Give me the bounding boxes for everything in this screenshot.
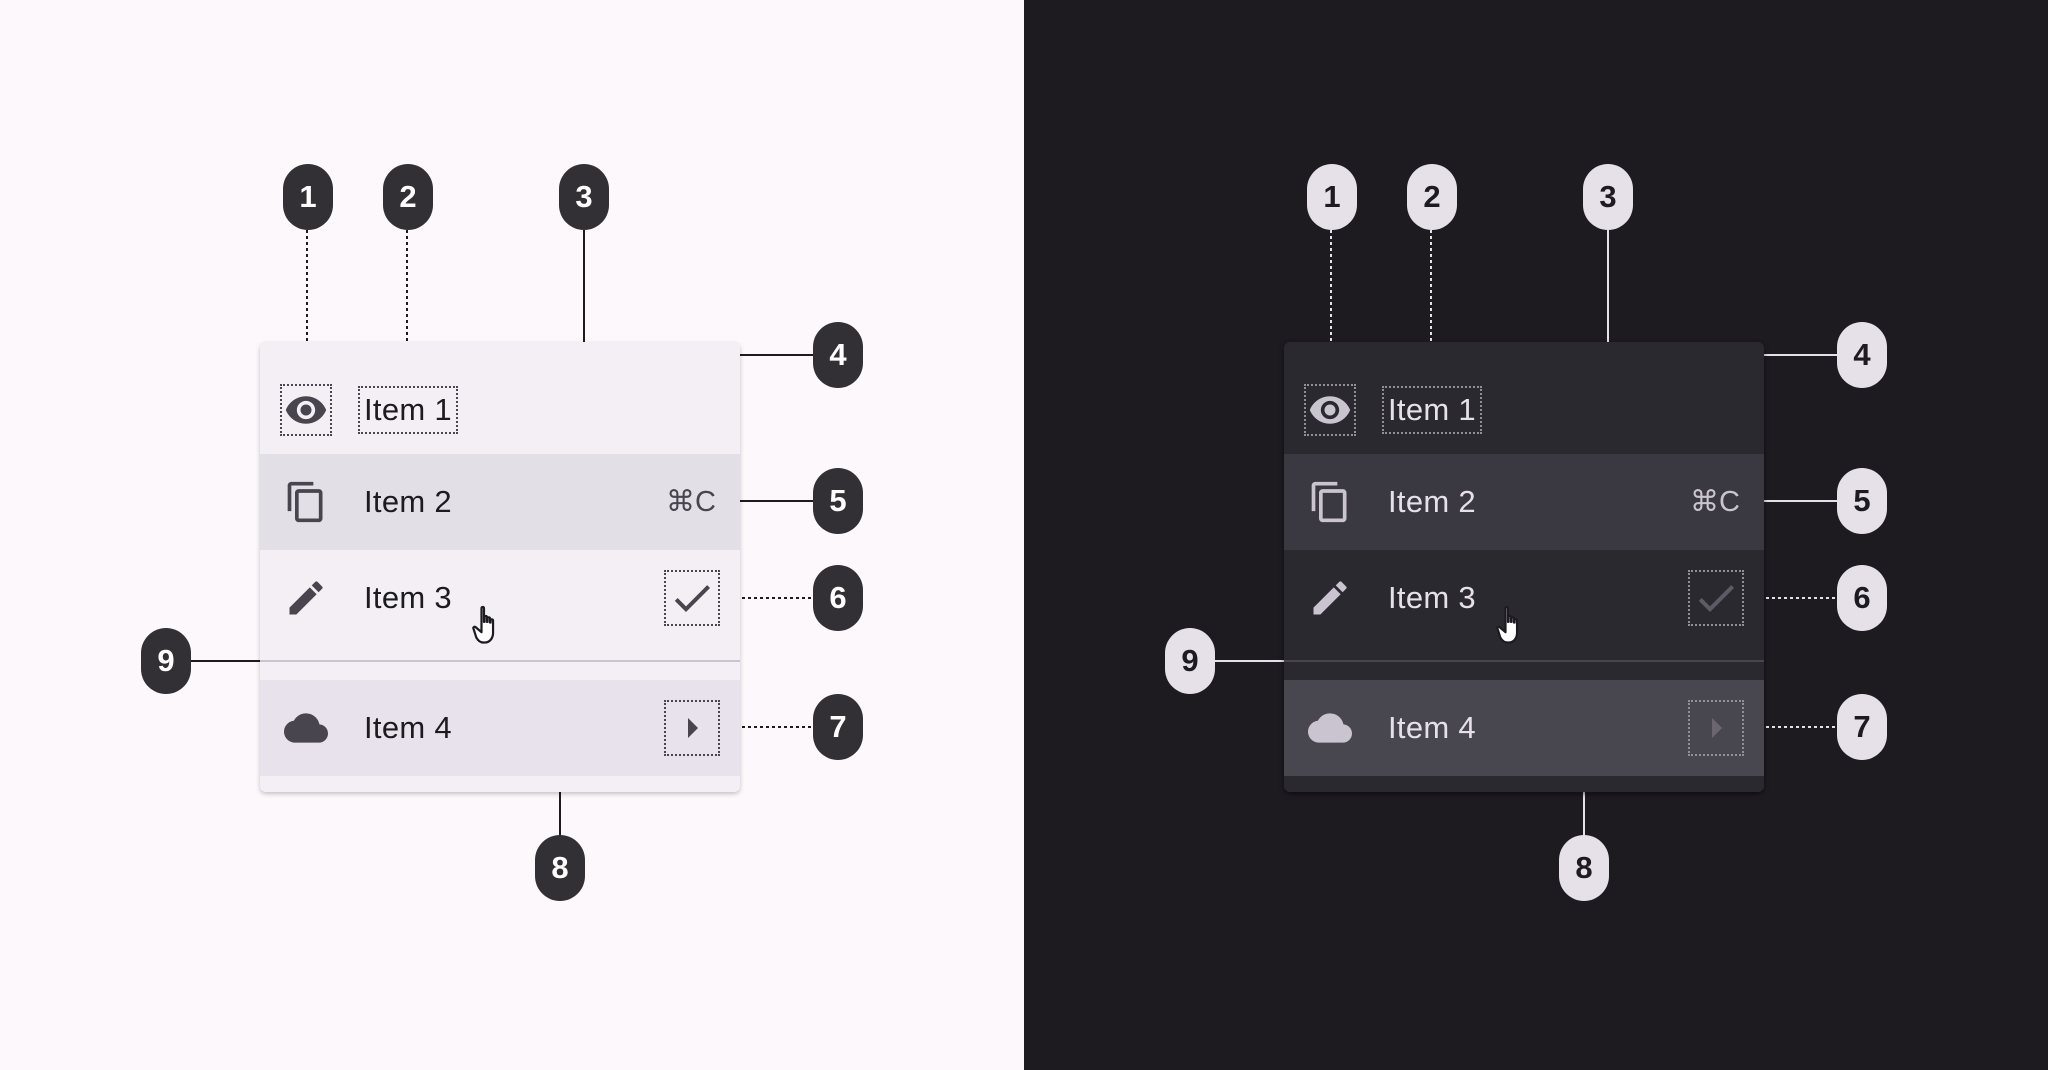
arrow-right-icon xyxy=(1688,700,1744,756)
copy-icon xyxy=(1311,481,1347,523)
dark-theme-panel: Item 1 Item 2 ⌘C Item 3 It xyxy=(1024,0,2048,1070)
keyboard-shortcut: ⌘C xyxy=(666,486,716,518)
menu-item-label: Item 2 xyxy=(1388,484,1476,519)
callout-badge-8: 8 xyxy=(1559,835,1609,901)
menu-item-3[interactable]: Item 3 xyxy=(260,550,740,646)
menu-item-label: Item 3 xyxy=(364,580,452,615)
callout-badge-1: 1 xyxy=(1307,164,1357,230)
menu-item-label: Item 4 xyxy=(1388,710,1476,745)
callout-badge-8: 8 xyxy=(535,835,585,901)
menu-container: Item 1 Item 2 ⌘C Item 3 It xyxy=(1284,342,1764,792)
menu-item-label: Item 1 xyxy=(1382,386,1482,434)
cloud-icon xyxy=(1308,713,1352,743)
callout-badge-5: 5 xyxy=(1837,468,1887,534)
callout-badge-4: 4 xyxy=(1837,322,1887,388)
copy-icon xyxy=(287,481,323,523)
callout-badge-7: 7 xyxy=(1837,694,1887,760)
callout-badge-1: 1 xyxy=(283,164,333,230)
callout-badge-3: 3 xyxy=(1583,164,1633,230)
keyboard-shortcut: ⌘C xyxy=(1690,486,1740,518)
check-icon xyxy=(1688,570,1744,626)
menu-item-1[interactable]: Item 1 xyxy=(260,362,740,458)
menu-item-1[interactable]: Item 1 xyxy=(1284,362,1764,458)
light-theme-panel: Item 1 Item 2 ⌘C Item 3 xyxy=(141,164,863,901)
menu-item-3[interactable]: Item 3 xyxy=(1284,550,1764,646)
pencil-icon xyxy=(289,581,323,615)
menu-item-4[interactable]: Item 4 xyxy=(1284,680,1764,776)
callout-badge-6: 6 xyxy=(1837,565,1887,631)
pencil-icon xyxy=(1313,581,1347,615)
callout-badge-4: 4 xyxy=(813,322,863,388)
menu-item-2[interactable]: Item 2 ⌘C xyxy=(260,454,740,644)
eye-icon xyxy=(1304,384,1356,436)
check-icon xyxy=(664,570,720,626)
menu-divider xyxy=(260,660,740,662)
eye-icon xyxy=(280,384,332,436)
hand-pointer-icon xyxy=(1496,605,1519,644)
callout-badge-3: 3 xyxy=(559,164,609,230)
hand-pointer-icon xyxy=(472,605,495,644)
callout-badge-9: 9 xyxy=(1165,628,1215,694)
arrow-right-icon xyxy=(664,700,720,756)
menu-item-label: Item 3 xyxy=(1388,580,1476,615)
menu-item-4[interactable]: Item 4 xyxy=(260,680,740,776)
menu-item-2[interactable]: Item 2 ⌘C xyxy=(1284,454,1764,644)
cloud-icon xyxy=(284,713,328,743)
callout-badge-5: 5 xyxy=(813,468,863,534)
callout-badge-7: 7 xyxy=(813,694,863,760)
callout-badge-2: 2 xyxy=(1407,164,1457,230)
callout-badge-6: 6 xyxy=(813,565,863,631)
callout-badge-9: 9 xyxy=(141,628,191,694)
menu-item-label: Item 4 xyxy=(364,710,452,745)
menu-divider xyxy=(1284,660,1764,662)
menu-item-label: Item 2 xyxy=(364,484,452,519)
menu-item-label: Item 1 xyxy=(358,386,458,434)
menu-container: Item 1 Item 2 ⌘C Item 3 xyxy=(260,342,740,792)
callout-badge-2: 2 xyxy=(383,164,433,230)
